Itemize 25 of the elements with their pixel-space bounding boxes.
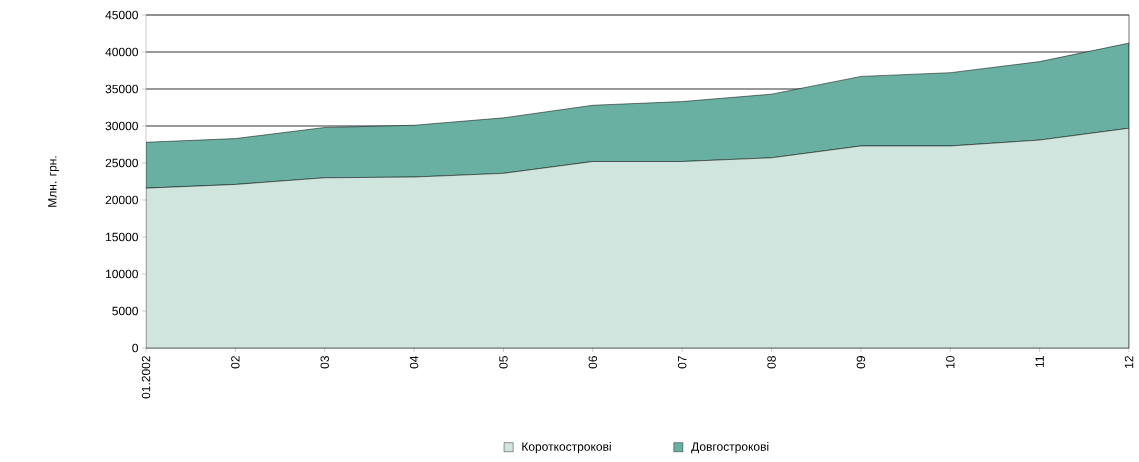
y-tick-label: 10000 [106, 269, 139, 279]
y-tick-label: 35000 [105, 84, 139, 94]
y-tick-label: 40000 [105, 47, 139, 57]
y-tick-label: 25000 [105, 158, 139, 168]
x-tick-label: 11 [1035, 356, 1044, 368]
x-tick-label: 08 [767, 356, 776, 369]
legend-label: Довгострокові [691, 442, 769, 454]
x-tick-label: 02 [231, 356, 240, 369]
y-tick-label: 20000 [105, 195, 139, 205]
x-tick-label: 09 [856, 356, 866, 369]
x-tick-label: 06 [588, 356, 598, 369]
x-tick-label: 10 [946, 355, 955, 368]
y-tick-label: 0 [132, 343, 139, 353]
y-tick-label: 15000 [106, 232, 139, 242]
x-tick-label: 12 [1124, 356, 1134, 368]
y-axis-title: Млн. грн. [48, 156, 59, 207]
y-tick-label: 45000 [105, 10, 139, 20]
x-tick-label: 01.2002 [141, 356, 151, 399]
y-tick-label: 5000 [112, 306, 139, 316]
x-tick-label: 07 [677, 356, 687, 369]
y-tick-label: 30000 [105, 121, 139, 131]
x-tick-label: 05 [499, 356, 508, 369]
legend-label: Короткострокові [522, 442, 611, 454]
x-tick-label: 04 [409, 355, 419, 369]
x-tick-label: 03 [320, 356, 329, 369]
